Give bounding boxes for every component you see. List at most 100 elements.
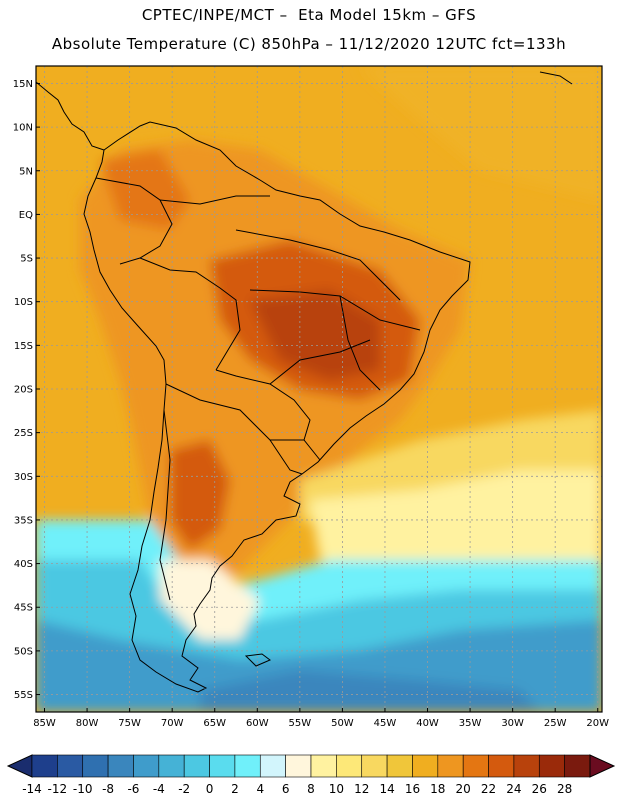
colorbar-label: 0	[206, 782, 214, 796]
colorbar-label: 28	[557, 782, 572, 796]
lon-label: 40W	[416, 718, 439, 729]
lon-label: 85W	[33, 718, 56, 729]
colorbar-swatch	[285, 754, 312, 778]
colorbar-label: 2	[231, 782, 239, 796]
lon-label: 60W	[246, 718, 269, 729]
colorbar-swatch	[412, 754, 439, 778]
border-chile	[159, 409, 171, 601]
coastlines	[36, 71, 573, 693]
colorbar-label: -2	[178, 782, 190, 796]
lon-label: 75W	[118, 718, 141, 729]
colorbar-swatch	[82, 754, 109, 778]
longitude-labels: 85W 80W 75W 70W 65W 60W 55W 50W 45W 40W 35W 30W 25W 2…	[33, 708, 609, 729]
colorbar-swatch	[462, 754, 489, 778]
lat-label: 5N	[19, 166, 33, 177]
lat-label: 15N	[13, 79, 33, 90]
field-brazil-hot	[250, 290, 380, 380]
lon-label: 25W	[544, 718, 567, 729]
colorbar-label: 14	[379, 782, 394, 796]
colorbar-label: 10	[329, 782, 344, 796]
field-coldest-band	[200, 670, 540, 712]
lat-label: 20S	[14, 385, 33, 396]
colorbar-swatch	[488, 754, 515, 778]
colorbar-swatch	[158, 754, 185, 778]
lon-label: 50W	[331, 718, 354, 729]
colorbar-swatch	[538, 754, 565, 778]
colorbar-swatch	[57, 754, 84, 778]
border-uruguay	[269, 439, 303, 475]
colorbar-label: 18	[430, 782, 445, 796]
lat-label: 55S	[14, 690, 33, 701]
colorbar-swatch	[513, 754, 540, 778]
colorbar-label: 12	[354, 782, 369, 796]
colorbar-label: -6	[127, 782, 139, 796]
colorbar-swatch	[386, 754, 413, 778]
lon-label: 45W	[374, 718, 397, 729]
field-front-strip	[160, 560, 260, 640]
colorbar-swatch	[133, 754, 160, 778]
colorbar-label: -12	[48, 782, 68, 796]
latitude-labels: 15N 10N 5N EQ 5S 10S 15S 20S 25S 30S 35S 40S 45S 50S 5…	[13, 79, 40, 701]
south-america-coast	[83, 121, 471, 693]
colorbar-swatch	[107, 754, 134, 778]
colorbar-swatch	[437, 754, 464, 778]
lat-label: 15S	[14, 341, 33, 352]
colorbar-label: 4	[256, 782, 264, 796]
lon-label: 70W	[161, 718, 184, 729]
colorbar-cap-right	[589, 754, 616, 778]
field-ne-ocean	[360, 66, 602, 200]
colorbar-label: -14	[22, 782, 42, 796]
state-lines-3	[339, 295, 381, 391]
central-america-coast	[36, 81, 105, 151]
temperature-field	[36, 66, 602, 712]
colorbar-label: -4	[153, 782, 165, 796]
border-argentina-north	[165, 383, 321, 461]
lat-label: 40S	[14, 559, 33, 570]
colorbar-swatch	[259, 754, 286, 778]
lon-label: 65W	[203, 718, 226, 729]
colorbar-label: 22	[481, 782, 496, 796]
lon-label: 80W	[76, 718, 99, 729]
colorbar-cap-left	[6, 754, 33, 778]
lat-label: EQ	[19, 210, 33, 221]
lon-label: 55W	[289, 718, 312, 729]
colorbar-swatch	[234, 754, 261, 778]
lat-label: 45S	[14, 603, 33, 614]
lat-label: 5S	[20, 254, 33, 265]
colorbar-swatch	[336, 754, 363, 778]
colorbar-swatch	[310, 754, 337, 778]
colorbar-label: 8	[307, 782, 315, 796]
colorbar-swatch	[31, 754, 58, 778]
border-brazil-inner	[269, 339, 371, 385]
colorbar-label: -10	[73, 782, 93, 796]
graticule	[36, 66, 602, 712]
lat-label: 30S	[14, 472, 33, 483]
colorbar-label: 20	[456, 782, 471, 796]
border-bolivia	[215, 369, 311, 441]
colorbar-label: -8	[102, 782, 114, 796]
lat-label: 10N	[13, 123, 33, 134]
colorbar-swatch	[183, 754, 210, 778]
border-peru-brazil	[139, 257, 241, 371]
lat-label: 25S	[14, 428, 33, 439]
colorbar-swatch	[361, 754, 388, 778]
colorbar-label: 16	[405, 782, 420, 796]
lat-label: 50S	[14, 646, 33, 657]
state-lines-1	[235, 229, 401, 301]
title-line-1: CPTEC/INPE/MCT – Eta Model 15km – GFS	[141, 6, 477, 24]
lat-label: 35S	[14, 515, 33, 526]
title-line-2: Absolute Temperature (C) 850hPa – 11/12/…	[51, 35, 567, 53]
caribbean-islands	[539, 71, 573, 85]
lon-label: 35W	[459, 718, 482, 729]
falklands	[244, 653, 271, 667]
border-venezuela	[159, 195, 270, 205]
lon-label: 30W	[501, 718, 524, 729]
colorbar-label: 26	[532, 782, 547, 796]
colorbar-label: 24	[506, 782, 521, 796]
colorbar-label: 6	[282, 782, 290, 796]
lon-label: 20W	[586, 718, 609, 729]
lat-label: 10S	[14, 297, 33, 308]
colorbar: -14 -12 -10 -8 -6 -4 -2 0 2 4 6 8 10 12 14 16 18 20 22 24 26…	[6, 754, 616, 796]
colorbar-swatch	[564, 754, 591, 778]
colorbar-swatch	[209, 754, 236, 778]
